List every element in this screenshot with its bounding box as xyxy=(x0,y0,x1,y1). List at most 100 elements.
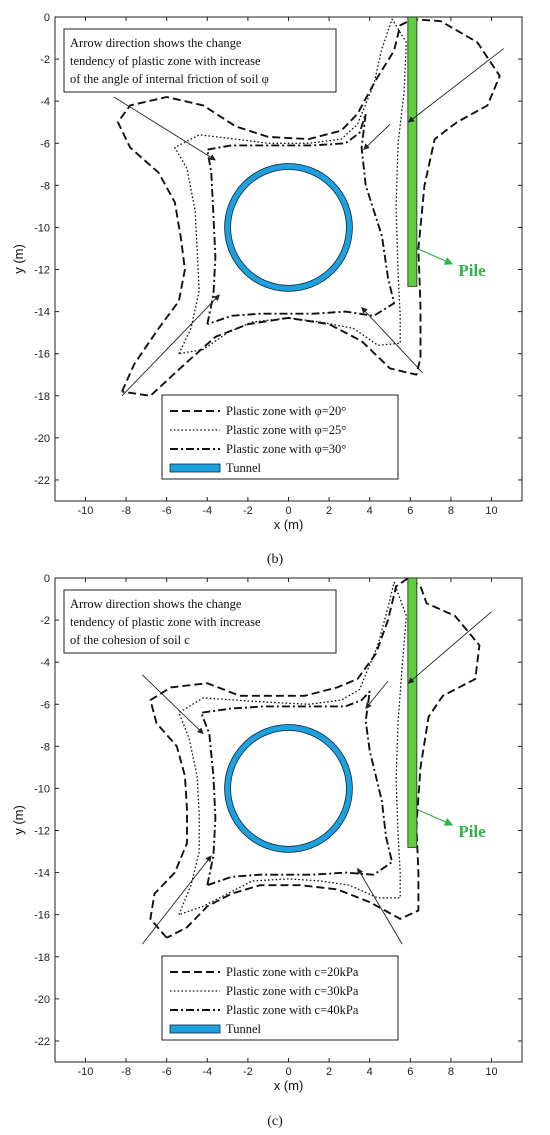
pile-bar xyxy=(407,17,418,287)
legend-label: Tunnel xyxy=(226,1022,261,1036)
legend: Plastic zone with φ=20° Plastic zone with… xyxy=(161,394,399,480)
series-line-dotted xyxy=(174,18,407,355)
annotation-line: of the angle of internal friction of soi… xyxy=(70,72,269,86)
y-tick-label: -4 xyxy=(40,657,50,669)
chart-panel-1: -10 -8 -6 -4 -2 0 2 4 6 8 100-2-4-6-8-10-12-14-16-… xyxy=(11,12,523,567)
annotation-line: of the cohesion of soil c xyxy=(70,633,190,647)
x-tick-label: -6 xyxy=(162,505,172,517)
trend-arrow xyxy=(363,123,391,151)
trend-arrow xyxy=(407,48,505,123)
plot-area xyxy=(116,17,501,397)
x-axis-label: x (m) xyxy=(274,517,304,532)
series-line-dotted xyxy=(178,581,407,916)
series-line-dashed xyxy=(116,18,501,397)
legend-label: Tunnel xyxy=(226,461,261,475)
y-tick-label: -18 xyxy=(34,952,50,964)
x-tick-label: -2 xyxy=(243,1066,253,1078)
y-tick-label: -14 xyxy=(34,307,50,319)
panel-caption: (c) xyxy=(267,1114,283,1129)
plot-area xyxy=(149,578,481,939)
y-tick-label: -22 xyxy=(34,1036,50,1048)
x-tick-label: -2 xyxy=(243,505,253,517)
panel-caption: (b) xyxy=(267,552,284,567)
x-tick-label: 6 xyxy=(407,1066,413,1078)
pile-bar xyxy=(407,578,418,848)
legend-label: Plastic zone with φ=20° xyxy=(226,404,346,418)
trend-arrow xyxy=(113,96,216,161)
x-tick-label: 0 xyxy=(285,505,291,517)
tunnel-ring xyxy=(224,163,353,292)
y-tick-label: -14 xyxy=(34,868,50,880)
series-line-dashed xyxy=(149,578,481,939)
y-tick-label: -12 xyxy=(34,826,50,838)
y-tick-label: 0 xyxy=(44,573,50,585)
pile-label: Pile xyxy=(458,261,486,280)
trend-arrow xyxy=(361,306,423,373)
y-tick-label: -20 xyxy=(34,433,50,445)
y-tick-label: -8 xyxy=(40,180,50,192)
x-tick-label: -8 xyxy=(121,1066,131,1078)
legend-label: Plastic zone with c=30kPa xyxy=(226,984,359,998)
series-line-dashdot xyxy=(206,112,396,326)
y-tick-label: -12 xyxy=(34,265,50,277)
trend-arrow xyxy=(141,855,212,945)
annotation-box: Arrow direction shows the change tendency… xyxy=(63,28,337,93)
y-tick-label: -16 xyxy=(34,349,50,361)
annotation-box: Arrow direction shows the change tendency… xyxy=(63,589,337,654)
x-tick-label: 4 xyxy=(367,1066,373,1078)
legend-swatch-tunnel xyxy=(169,463,221,473)
x-tick-label: 8 xyxy=(448,1066,454,1078)
legend: Plastic zone with c=20kPa Plastic zone wi… xyxy=(161,955,399,1041)
y-axis-label: y (m) xyxy=(11,244,26,274)
trend-arrow xyxy=(357,867,403,945)
trend-arrow xyxy=(141,674,204,735)
x-tick-label: 2 xyxy=(326,505,332,517)
annotation-frame xyxy=(63,589,337,654)
x-tick-label: 10 xyxy=(485,1066,497,1078)
y-tick-label: -10 xyxy=(34,783,50,795)
annotation-line: Arrow direction shows the change xyxy=(70,36,242,50)
y-tick-label: -22 xyxy=(34,475,50,487)
annotation-line: tendency of plastic zone with increase xyxy=(70,615,261,629)
legend-label: Plastic zone with c=40kPa xyxy=(226,1003,359,1017)
tunnel-outline-inner xyxy=(230,169,347,286)
tunnel-outline-outer xyxy=(224,724,353,853)
pile-arrow xyxy=(418,809,454,826)
y-tick-label: 0 xyxy=(44,12,50,24)
tunnel-ring xyxy=(224,724,353,853)
tunnel-outline-inner xyxy=(230,730,347,847)
x-tick-label: -4 xyxy=(202,505,212,517)
y-tick-label: -2 xyxy=(40,615,50,627)
legend-label: Plastic zone with φ=25° xyxy=(226,423,346,437)
y-tick-label: -16 xyxy=(34,910,50,922)
x-tick-label: -10 xyxy=(78,1066,94,1078)
trend-arrow xyxy=(407,611,492,684)
x-tick-label: -4 xyxy=(202,1066,212,1078)
legend-swatch-tunnel xyxy=(169,1024,221,1034)
pile-arrow xyxy=(418,248,454,265)
annotation-frame xyxy=(63,28,337,93)
legend-label: Plastic zone with φ=30° xyxy=(226,442,346,456)
x-tick-label: -10 xyxy=(78,505,94,517)
x-tick-label: -8 xyxy=(121,505,131,517)
x-tick-label: -6 xyxy=(162,1066,172,1078)
pile-label: Pile xyxy=(458,822,486,841)
y-tick-label: -2 xyxy=(40,54,50,66)
annotation-line: tendency of plastic zone with increase xyxy=(70,54,261,68)
y-tick-label: -10 xyxy=(34,222,50,234)
x-tick-label: 2 xyxy=(326,1066,332,1078)
x-tick-label: 6 xyxy=(407,505,413,517)
annotation-line: Arrow direction shows the change xyxy=(70,597,242,611)
trend-arrow xyxy=(365,680,389,709)
y-tick-label: -6 xyxy=(40,138,50,150)
x-tick-label: 4 xyxy=(367,505,373,517)
chart-panel-2: -10 -8 -6 -4 -2 0 2 4 6 8 100-2-4-6-8-10-12-14-16-… xyxy=(11,573,523,1129)
y-tick-label: -18 xyxy=(34,391,50,403)
y-tick-label: -6 xyxy=(40,699,50,711)
tunnel-outline-outer xyxy=(224,163,353,292)
x-tick-label: 8 xyxy=(448,505,454,517)
x-tick-label: 0 xyxy=(285,1066,291,1078)
y-axis-label: y (m) xyxy=(11,805,26,835)
x-tick-label: 10 xyxy=(485,505,497,517)
